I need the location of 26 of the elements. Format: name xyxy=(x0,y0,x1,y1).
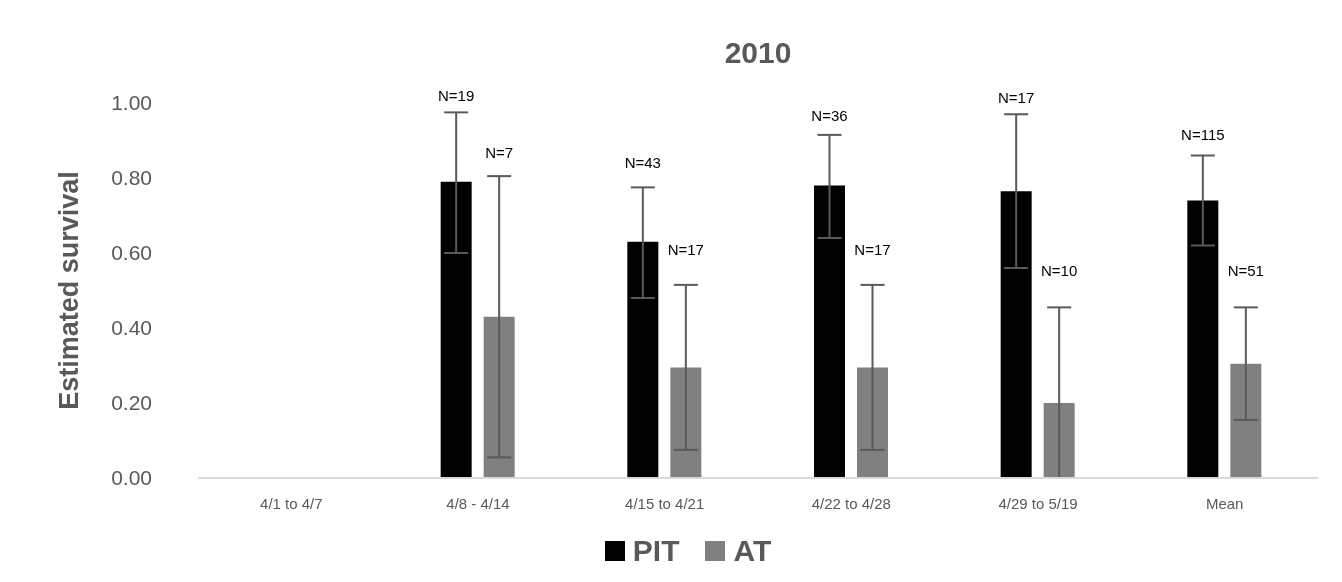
annotation: N=51 xyxy=(1227,261,1264,279)
annotation: N=36 xyxy=(811,107,848,125)
annotation: N=17 xyxy=(854,241,891,259)
x-tick-label: 4/22 to 4/28 xyxy=(811,494,891,512)
legend-label: PIT xyxy=(631,534,680,568)
x-tick-label: 4/8 - 4/14 xyxy=(446,494,510,512)
annotation: N=43 xyxy=(624,154,661,172)
chart-title: 2010 xyxy=(723,36,793,70)
y-tick-label: 1.00 xyxy=(111,91,152,115)
annotation: N=17 xyxy=(667,241,704,259)
annotation: N=19 xyxy=(438,87,475,105)
x-tick-label: 4/1 to 4/7 xyxy=(260,494,323,512)
annotation: N=115 xyxy=(1181,125,1225,143)
annotation: N=17 xyxy=(998,89,1035,107)
x-tick-label: 4/15 to 4/21 xyxy=(625,494,705,512)
annotation: N=7 xyxy=(485,144,514,162)
x-tick-label: 4/29 to 5/19 xyxy=(998,494,1078,512)
y-tick-label: 0.00 xyxy=(111,466,152,490)
y-tick-label: 0.20 xyxy=(111,391,152,415)
y-tick-label: 0.80 xyxy=(111,166,152,190)
legend-label: AT xyxy=(732,534,772,568)
y-tick-label: 0.40 xyxy=(111,316,152,340)
y-axis-title: Estimated survival xyxy=(53,171,84,410)
annotation: N=10 xyxy=(1041,261,1078,279)
y-tick-label: 0.60 xyxy=(111,241,152,265)
x-tick-label: Mean xyxy=(1205,494,1244,512)
